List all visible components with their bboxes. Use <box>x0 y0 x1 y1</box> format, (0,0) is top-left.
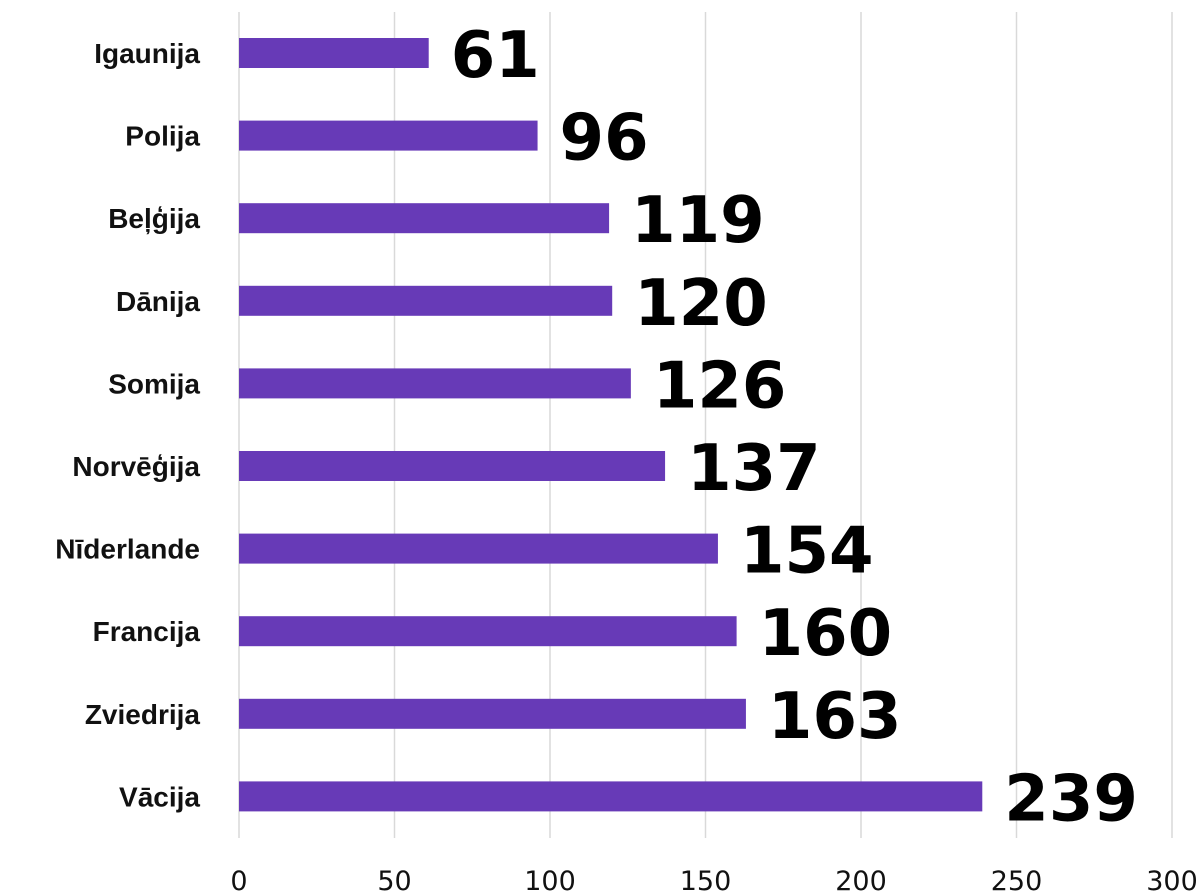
data-label: 120 <box>634 267 768 341</box>
category-labels: Igaunija Polija Beļģija Dānija Somija Norvēģi… <box>55 38 200 812</box>
bar <box>239 781 983 812</box>
data-label: 96 <box>560 102 649 176</box>
x-tick-label: 150 <box>680 866 732 892</box>
data-labels: 61 96 119 120 126 137 154 160 163 239 <box>451 19 1138 836</box>
bar <box>239 285 613 316</box>
x-tick-label: 250 <box>991 866 1043 892</box>
x-tick-label: 50 <box>377 866 411 892</box>
x-tick-label: 100 <box>524 866 576 892</box>
category-label: Polija <box>125 121 200 152</box>
x-tick-label: 300 <box>1146 866 1198 892</box>
category-label: Norvēģija <box>72 451 200 482</box>
data-label: 239 <box>1004 762 1138 836</box>
bar <box>239 203 610 234</box>
data-label: 160 <box>759 597 893 671</box>
data-label: 137 <box>687 432 821 506</box>
bar <box>239 120 538 151</box>
category-label: Vācija <box>119 781 200 812</box>
data-label: 61 <box>451 19 540 93</box>
category-label: Igaunija <box>94 38 200 69</box>
category-label: Nīderlande <box>55 534 200 565</box>
x-axis-tick-labels: 0 50 100 150 200 250 300 <box>230 866 1197 892</box>
data-label: 154 <box>740 515 874 589</box>
data-label: 163 <box>768 680 902 754</box>
data-label: 126 <box>653 349 787 423</box>
category-label: Zviedrija <box>85 699 201 730</box>
bars <box>239 38 983 812</box>
bar <box>239 38 429 68</box>
bar <box>239 698 746 729</box>
category-label: Somija <box>108 368 200 399</box>
bar <box>239 533 718 564</box>
x-tick-label: 0 <box>230 866 247 892</box>
x-tick-label: 200 <box>835 866 887 892</box>
category-label: Dānija <box>116 286 200 317</box>
bar <box>239 368 631 399</box>
bar <box>239 616 737 647</box>
category-label: Francija <box>93 616 201 647</box>
bar <box>239 451 666 481</box>
data-label: 119 <box>631 184 765 258</box>
category-label: Beļģija <box>108 203 200 234</box>
